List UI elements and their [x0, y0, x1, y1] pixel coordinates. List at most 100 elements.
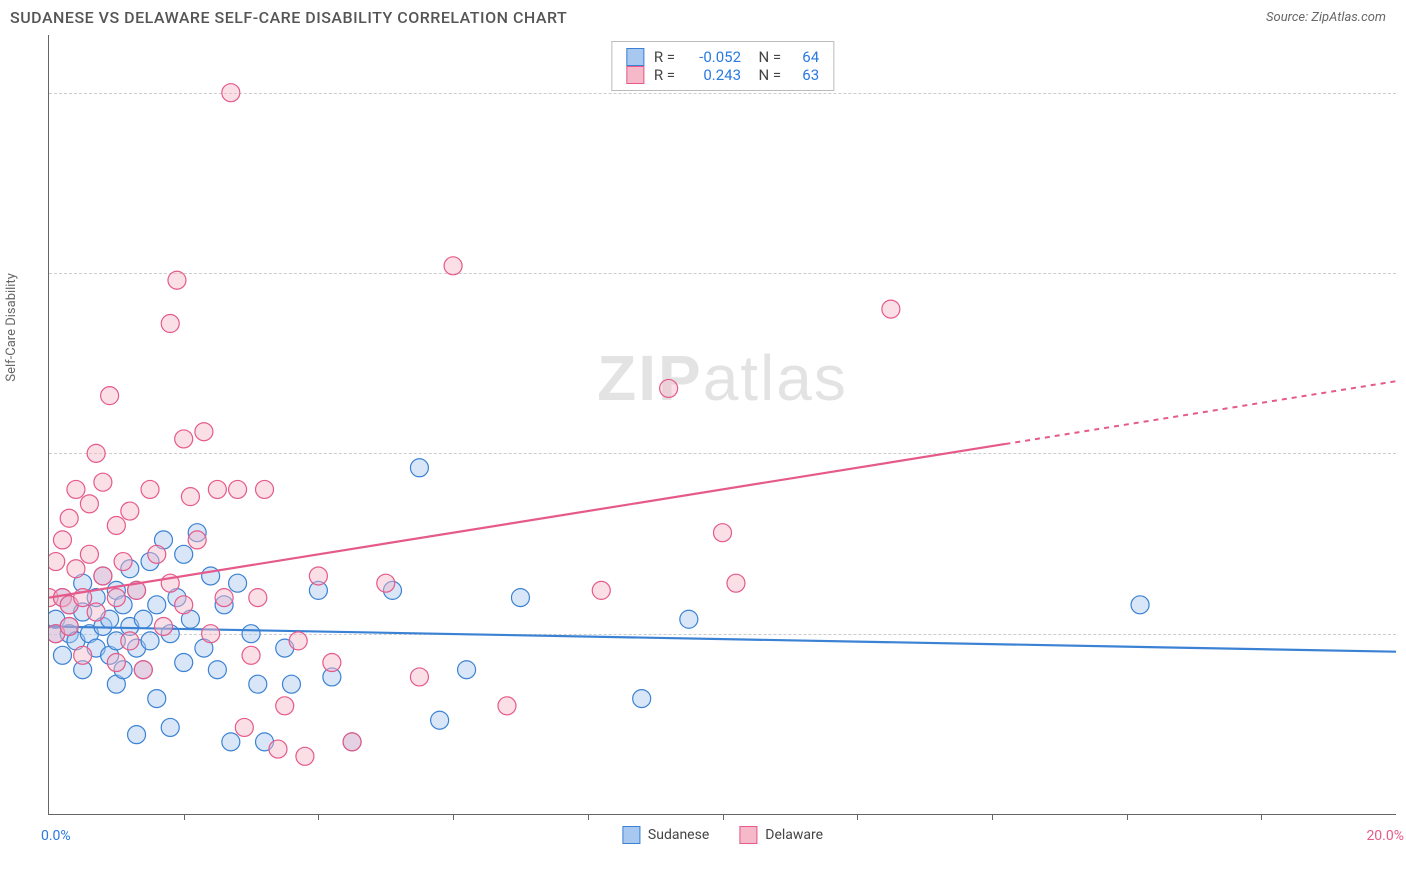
data-point [592, 581, 610, 599]
data-point [94, 473, 112, 491]
y-axis-label: Self-Care Disability [4, 273, 19, 381]
data-point [148, 596, 166, 614]
data-point [235, 718, 253, 736]
data-point [80, 545, 98, 563]
data-point [60, 509, 78, 527]
legend-swatch [622, 826, 640, 844]
x-tick [184, 814, 185, 820]
data-point [80, 495, 98, 513]
data-point [107, 654, 125, 672]
stat-n-label: N = [751, 48, 781, 66]
data-point [727, 574, 745, 592]
data-point [249, 589, 267, 607]
legend-swatch [626, 48, 644, 66]
stat-n-value: 64 [791, 48, 819, 66]
x-tick [992, 814, 993, 820]
data-point [276, 697, 294, 715]
data-point [511, 589, 529, 607]
data-point [121, 502, 139, 520]
data-point [60, 617, 78, 635]
data-point [222, 733, 240, 751]
stat-r-value: 0.243 [685, 66, 741, 84]
data-point [323, 654, 341, 672]
data-point [188, 531, 206, 549]
data-point [161, 315, 179, 333]
legend-label: Delaware [765, 827, 823, 843]
stat-n-value: 63 [791, 66, 819, 84]
data-point [289, 632, 307, 650]
data-point [175, 596, 193, 614]
data-point [444, 257, 462, 275]
chart-title: SUDANESE VS DELAWARE SELF-CARE DISABILIT… [10, 8, 567, 27]
x-axis-min-label: 0.0% [41, 828, 71, 844]
legend-label: Sudanese [648, 827, 709, 843]
data-point [410, 459, 428, 477]
stat-r-label: R = [654, 66, 675, 84]
data-point [296, 747, 314, 765]
data-point [148, 690, 166, 708]
x-tick [723, 814, 724, 820]
data-point [107, 589, 125, 607]
data-point [208, 480, 226, 498]
data-point [49, 553, 65, 571]
bottom-legend: Sudanese Delaware [622, 826, 823, 844]
legend-item: Sudanese [622, 826, 709, 844]
trend-line [49, 444, 1005, 598]
data-point [148, 545, 166, 563]
data-point [1131, 596, 1149, 614]
trend-line-dashed [1005, 381, 1396, 444]
legend-item: Delaware [739, 826, 823, 844]
data-point [222, 84, 240, 102]
stat-r-label: R = [654, 48, 675, 66]
data-point [309, 567, 327, 585]
data-point [242, 646, 260, 664]
legend-swatch [626, 66, 644, 84]
data-point [141, 480, 159, 498]
data-point [87, 444, 105, 462]
data-point [53, 531, 71, 549]
data-point [410, 668, 428, 686]
data-point [175, 654, 193, 672]
x-tick [857, 814, 858, 820]
data-point [134, 661, 152, 679]
x-tick [318, 814, 319, 820]
data-point [458, 661, 476, 679]
data-point [67, 560, 85, 578]
data-point [114, 553, 132, 571]
data-point [87, 603, 105, 621]
data-point [282, 675, 300, 693]
stats-row: R = 0.243 N = 63 [626, 66, 819, 84]
data-point [377, 574, 395, 592]
data-point [181, 488, 199, 506]
data-point [256, 480, 274, 498]
data-point [161, 718, 179, 736]
data-point [714, 524, 732, 542]
source-label: Source: ZipAtlas.com [1266, 10, 1386, 25]
data-point [67, 480, 85, 498]
data-point [215, 589, 233, 607]
data-point [121, 632, 139, 650]
data-point [660, 379, 678, 397]
x-tick [1127, 814, 1128, 820]
data-point [269, 740, 287, 758]
x-tick [453, 814, 454, 820]
data-point [175, 430, 193, 448]
data-point [128, 726, 146, 744]
stat-n-label: N = [751, 66, 781, 84]
data-point [202, 625, 220, 643]
legend-swatch [739, 826, 757, 844]
data-point [134, 610, 152, 628]
data-point [101, 387, 119, 405]
data-point [208, 661, 226, 679]
data-point [195, 423, 213, 441]
data-point [74, 646, 92, 664]
stats-box: R = -0.052 N = 64 R = 0.243 N = 63 [611, 41, 834, 91]
x-tick [1261, 814, 1262, 820]
stat-r-value: -0.052 [685, 48, 741, 66]
data-point [53, 646, 71, 664]
data-point [242, 625, 260, 643]
data-point [680, 610, 698, 628]
data-point [107, 516, 125, 534]
data-point [229, 574, 247, 592]
data-point [168, 271, 186, 289]
